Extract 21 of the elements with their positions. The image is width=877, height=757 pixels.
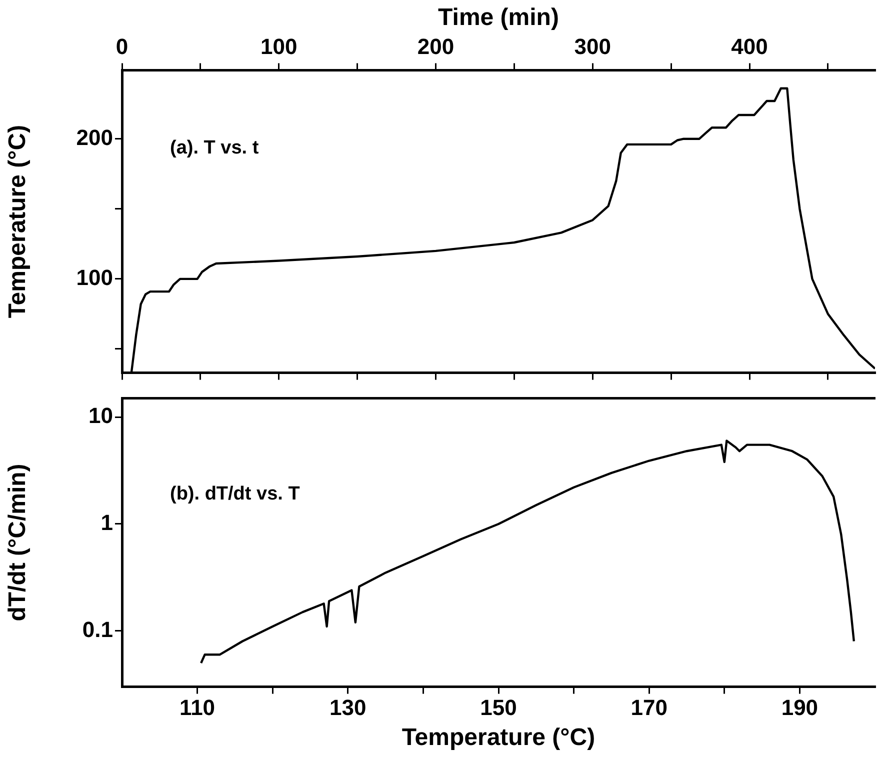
y-axis-title: dT/dt (°C/min) [4, 464, 32, 622]
x-axis-title: Time (min) [438, 4, 559, 32]
x-tick-label: 300 [574, 34, 611, 60]
y-axis-title: Temperature (°C) [4, 124, 32, 318]
y-tick-label: 10 [88, 403, 113, 428]
x-tick-label: 130 [330, 695, 366, 720]
annotation: (a). T vs. t [170, 137, 260, 158]
annotation: (b). dT/dt vs. T [170, 483, 300, 504]
x-tick-label: 400 [731, 34, 768, 60]
x-tick-label: 170 [630, 695, 668, 720]
x-axis-title: Temperature (°C) [402, 724, 596, 752]
x-tick-label: 100 [260, 34, 298, 60]
x-tick-label: 110 [180, 695, 216, 720]
y-tick-label: 200 [76, 124, 113, 150]
x-tick-label: 200 [417, 34, 454, 60]
x-tick-label: 190 [781, 695, 818, 720]
x-tick-label: 150 [480, 695, 517, 720]
y-tick-label: 100 [76, 265, 113, 290]
x-tick-label: 0 [116, 34, 128, 60]
y-tick-label: 0.1 [82, 616, 113, 642]
y-tick-label: 1 [100, 510, 113, 536]
